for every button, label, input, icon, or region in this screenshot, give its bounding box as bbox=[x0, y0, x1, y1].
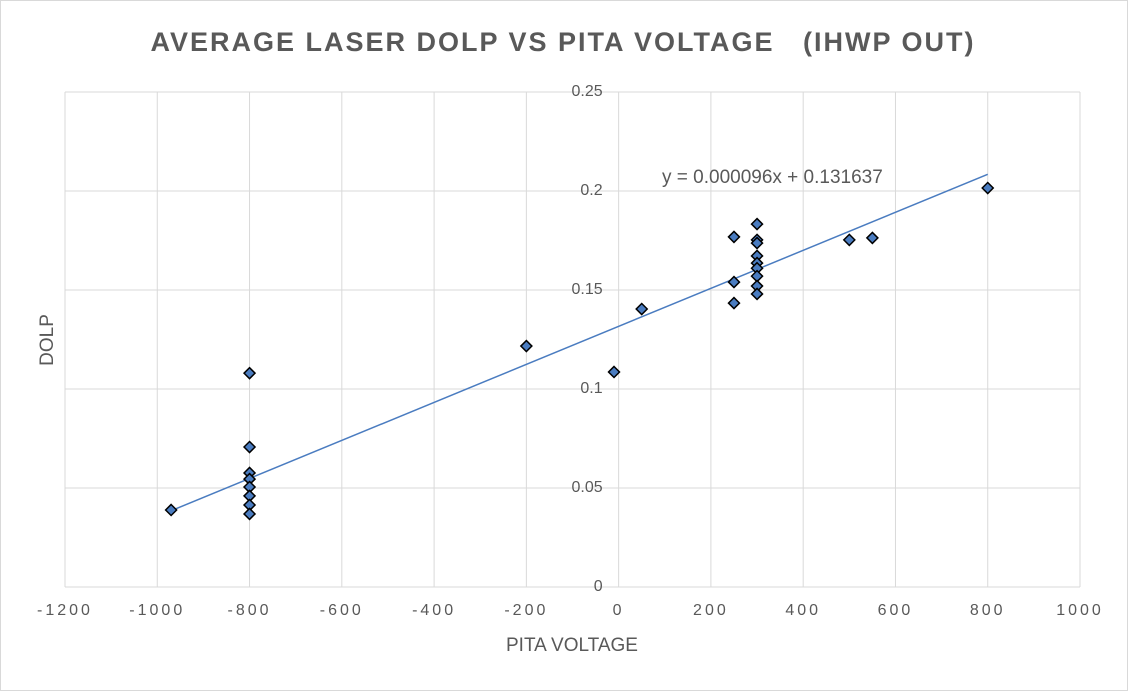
data-point bbox=[242, 366, 257, 380]
x-tick-label: 600 bbox=[878, 602, 914, 619]
data-point bbox=[842, 233, 856, 247]
y-tick-label: 0.25 bbox=[571, 83, 602, 100]
x-axis-title: PITA VOLTAGE bbox=[506, 635, 638, 656]
y-axis-title: DOLP bbox=[37, 314, 58, 366]
data-point bbox=[242, 440, 257, 454]
y-tick-label: 0.1 bbox=[580, 380, 602, 397]
x-tick-label: 400 bbox=[785, 602, 821, 619]
y-tick-label: 0.15 bbox=[571, 281, 602, 298]
y-tick-label: 0 bbox=[594, 578, 603, 595]
x-tick-label: -200 bbox=[504, 602, 548, 619]
data-point bbox=[727, 296, 741, 310]
x-tick-label: 200 bbox=[693, 602, 729, 619]
data-point bbox=[164, 503, 178, 517]
x-tick-label: -600 bbox=[320, 602, 364, 619]
data-point bbox=[727, 275, 741, 289]
data-point bbox=[750, 217, 764, 231]
data-point bbox=[727, 230, 741, 244]
data-point bbox=[607, 365, 621, 379]
data-point bbox=[242, 507, 257, 521]
x-tick-label: -400 bbox=[412, 602, 456, 619]
x-tick-label: 0 bbox=[613, 602, 625, 619]
y-tick-label: 0.05 bbox=[571, 479, 602, 496]
chart-title: AVERAGE LASER DOLP VS PITA VOLTAGE (IHWP… bbox=[150, 27, 975, 57]
data-point bbox=[635, 302, 649, 316]
data-point bbox=[750, 236, 764, 250]
x-tick-label: 800 bbox=[970, 602, 1006, 619]
x-tick-label: -800 bbox=[228, 602, 272, 619]
x-tick-label: -1000 bbox=[129, 602, 185, 619]
trendline-label: y = 0.000096x + 0.131637 bbox=[662, 167, 883, 188]
trendline bbox=[170, 173, 989, 512]
data-point bbox=[750, 287, 764, 301]
x-tick-label: 1000 bbox=[1056, 602, 1104, 619]
data-point bbox=[519, 339, 533, 353]
y-tick-label: 0.2 bbox=[580, 182, 602, 199]
data-point bbox=[865, 231, 879, 245]
data-point bbox=[981, 181, 995, 195]
x-tick-label: -1200 bbox=[37, 602, 93, 619]
